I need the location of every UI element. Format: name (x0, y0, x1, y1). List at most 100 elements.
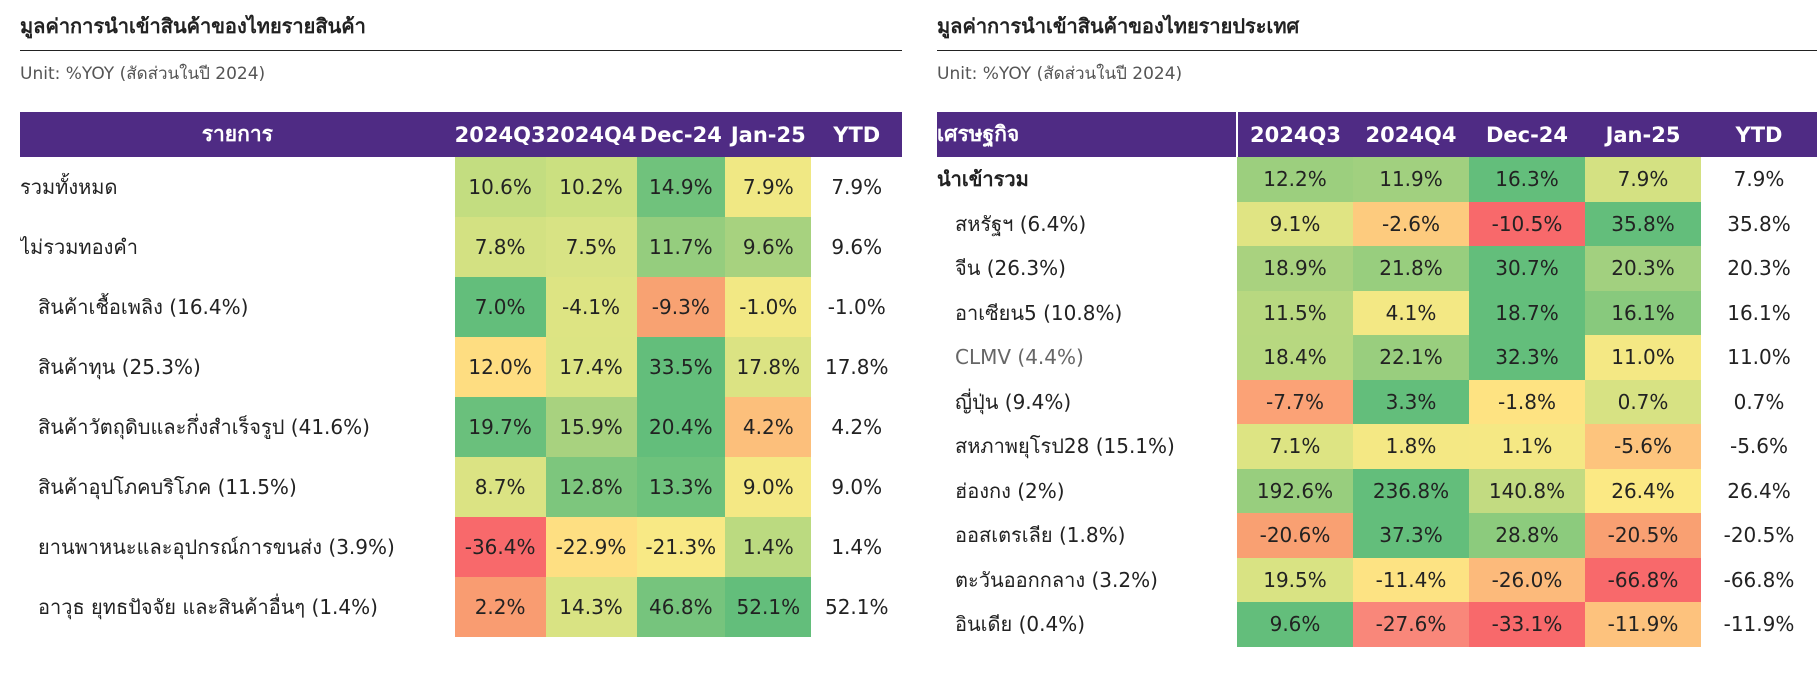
row-label: สหภาพยุโรป28 (15.1%) (955, 434, 1175, 459)
cell-2024q3: 7.0% (454, 277, 546, 337)
cell-jan-25: 9.0% (725, 457, 812, 517)
row-label: สินค้าอุปโภคบริโภค (11.5%) (38, 475, 297, 499)
row-label: จีน (26.3%) (955, 256, 1066, 281)
row-label: สินค้าวัตถุดิบและกึ่งสำเร็จรูป (41.6%) (38, 415, 370, 439)
unit-note: Unit: %YOY (สัดส่วนในปี 2024) (20, 64, 266, 84)
cell-dec-24: 18.7% (1469, 290, 1585, 335)
cell-2024q4: 15.9% (545, 397, 637, 457)
cell-dec-24: -33.1% (1469, 602, 1585, 647)
cell-2024q3: 2.2% (454, 577, 546, 637)
cell-2024q4: 4.1% (1353, 290, 1469, 335)
header-ytd: YTD (811, 112, 902, 157)
cell-dec-24: 140.8% (1469, 468, 1585, 513)
cell-jan-25: 26.4% (1585, 468, 1701, 513)
cell-jan-25: 0.7% (1585, 379, 1701, 424)
cell-dec-24: -1.8% (1469, 379, 1585, 424)
cell-2024q3: 18.4% (1237, 335, 1353, 380)
cell-2024q4: 1.8% (1353, 424, 1469, 469)
header-dec-24: Dec-24 (1469, 112, 1585, 157)
cell-dec-24: 33.5% (636, 337, 726, 397)
cell-jan-25: 35.8% (1585, 201, 1701, 246)
cell-2024q4: 7.5% (545, 217, 637, 277)
cell-2024q4: -4.1% (545, 277, 637, 337)
table-row: อาวุธ ยุทธปัจจัย และสินค้าอื่นๆ (1.4%) 2.… (20, 577, 902, 637)
table-row: ไม่รวมทองคำ 7.8% 7.5% 11.7% 9.6% 9.6% (20, 217, 902, 277)
row-label: นำเข้ารวม (937, 167, 1029, 192)
header-2024q4: 2024Q4 (545, 112, 637, 157)
row-label: สินค้าเชื้อเพลิง (16.4%) (38, 295, 249, 319)
title-divider (937, 50, 1817, 51)
imports-by-product-table: รายการ 2024Q3 2024Q4 Dec-24 Jan-25 YTD ร… (20, 112, 902, 637)
cell-dec-24: 11.7% (636, 217, 726, 277)
cell-2024q4: 12.8% (545, 457, 637, 517)
table-row: ออสเตรเลีย (1.8%) -20.6% 37.3% 28.8% -20.5% -… (937, 513, 1817, 558)
cell-2024q4: -22.9% (545, 517, 637, 577)
table-row: สหภาพยุโรป28 (15.1%) 7.1% 1.8% 1.1% -5.6% -5.… (937, 424, 1817, 469)
table-row: จีน (26.3%) 18.9% 21.8% 30.7% 20.3% 20.3% (937, 246, 1817, 291)
row-label: CLMV (4.4%) (955, 345, 1084, 370)
row-label: อาวุธ ยุทธปัจจัย และสินค้าอื่นๆ (1.4%) (38, 595, 378, 619)
header-ytd: YTD (1701, 112, 1817, 157)
row-label: อินเดีย (0.4%) (955, 612, 1085, 637)
table-row: อาเซียน5 (10.8%) 11.5% 4.1% 18.7% 16.1% 16.1% (937, 290, 1817, 335)
cell-jan-25: -66.8% (1585, 557, 1701, 602)
cell-ytd: 4.2% (811, 397, 902, 457)
cell-jan-25: -5.6% (1585, 424, 1701, 469)
cell-2024q4: 17.4% (545, 337, 637, 397)
cell-2024q4: -27.6% (1353, 602, 1469, 647)
table-row: ตะวันออกกลาง (3.2%) 19.5% -11.4% -26.0% -66.… (937, 557, 1817, 602)
cell-2024q3: 7.8% (454, 217, 546, 277)
cell-2024q3: -36.4% (454, 517, 546, 577)
table-row: รวมทั้งหมด 10.6% 10.2% 14.9% 7.9% 7.9% (20, 157, 902, 217)
cell-dec-24: -21.3% (636, 517, 726, 577)
cell-2024q4: 11.9% (1353, 157, 1469, 202)
cell-jan-25: -11.9% (1585, 602, 1701, 647)
header-item: รายการ (20, 112, 455, 157)
table-row: สินค้าทุน (25.3%) 12.0% 17.4% 33.5% 17.8% 17.… (20, 337, 902, 397)
cell-ytd: 11.0% (1701, 335, 1817, 380)
cell-2024q4: 10.2% (545, 157, 637, 217)
cell-2024q3: 12.0% (454, 337, 546, 397)
table-row: สหรัฐฯ (6.4%) 9.1% -2.6% -10.5% 35.8% 35.8% (937, 201, 1817, 246)
cell-2024q4: -2.6% (1353, 201, 1469, 246)
cell-dec-24: 16.3% (1469, 157, 1585, 202)
row-label: ฮ่องกง (2%) (955, 478, 1065, 503)
cell-dec-24: -10.5% (1469, 201, 1585, 246)
cell-jan-25: 7.9% (725, 157, 812, 217)
cell-jan-25: 16.1% (1585, 290, 1701, 335)
row-label: ยานพาหนะและอุปกรณ์การขนส่ง (3.9%) (38, 535, 395, 559)
cell-ytd: 9.0% (811, 457, 902, 517)
cell-ytd: -5.6% (1701, 424, 1817, 469)
cell-ytd: 20.3% (1701, 246, 1817, 291)
cell-2024q4: 14.3% (545, 577, 637, 637)
cell-dec-24: -26.0% (1469, 557, 1585, 602)
cell-2024q3: 18.9% (1237, 246, 1353, 291)
cell-ytd: 35.8% (1701, 201, 1817, 246)
table-row: CLMV (4.4%) 18.4% 22.1% 32.3% 11.0% 11.0% (937, 335, 1817, 380)
cell-2024q3: 19.5% (1237, 557, 1353, 602)
table-header-row: เศรษฐกิจ 2024Q3 2024Q4 Dec-24 Jan-25 YTD (937, 112, 1817, 157)
cell-2024q4: 3.3% (1353, 379, 1469, 424)
cell-jan-25: 20.3% (1585, 246, 1701, 291)
cell-ytd: 1.4% (811, 517, 902, 577)
table-row: สินค้าเชื้อเพลิง (16.4%) 7.0% -4.1% -9.3% -1… (20, 277, 902, 337)
cell-jan-25: 4.2% (725, 397, 812, 457)
imports-by-country-table: เศรษฐกิจ 2024Q3 2024Q4 Dec-24 Jan-25 YTD… (937, 112, 1817, 647)
cell-ytd: -1.0% (811, 277, 902, 337)
panel-title: มูลค่าการนำเข้าสินค้าของไทยรายสินค้า (20, 14, 366, 38)
panel-title: มูลค่าการนำเข้าสินค้าของไทยรายประเทศ (937, 14, 1300, 38)
cell-dec-24: 46.8% (636, 577, 726, 637)
cell-2024q3: -7.7% (1237, 379, 1353, 424)
cell-jan-25: -20.5% (1585, 513, 1701, 558)
cell-ytd: 9.6% (811, 217, 902, 277)
cell-dec-24: 30.7% (1469, 246, 1585, 291)
cell-jan-25: 52.1% (725, 577, 812, 637)
cell-ytd: -66.8% (1701, 557, 1817, 602)
cell-2024q3: 7.1% (1237, 424, 1353, 469)
cell-2024q3: 9.6% (1237, 602, 1353, 647)
row-label: ตะวันออกกลาง (3.2%) (955, 567, 1158, 592)
table-row: อินเดีย (0.4%) 9.6% -27.6% -33.1% -11.9% -11.… (937, 602, 1817, 647)
cell-2024q4: 22.1% (1353, 335, 1469, 380)
row-label: รวมทั้งหมด (20, 175, 118, 199)
cell-2024q3: 9.1% (1237, 201, 1353, 246)
